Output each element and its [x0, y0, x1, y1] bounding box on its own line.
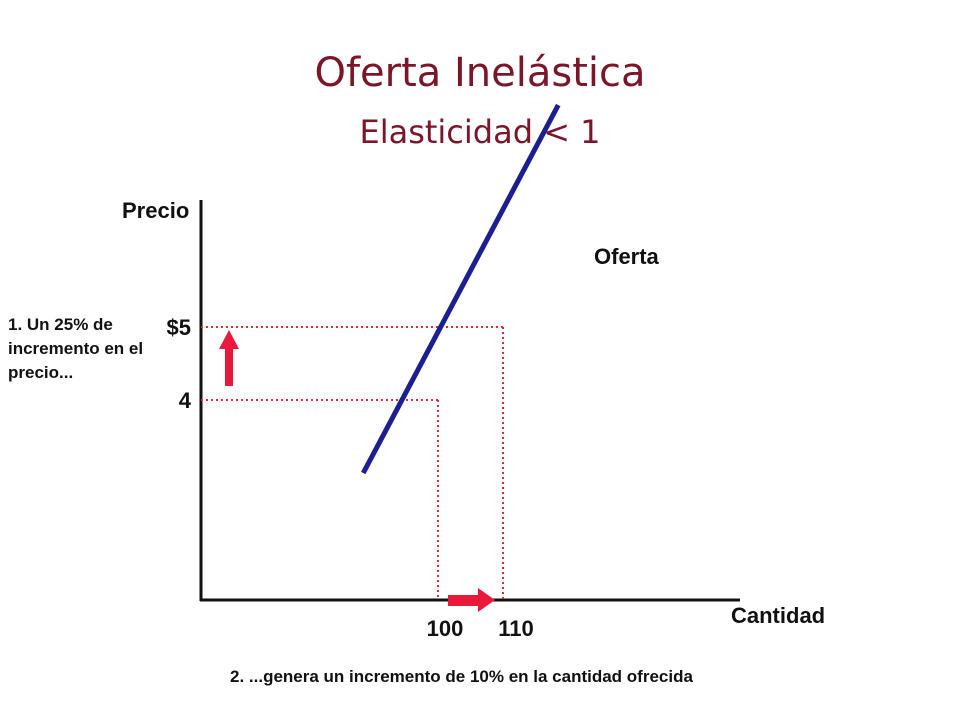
- series-label-oferta: Oferta: [594, 244, 659, 269]
- annotation-quantity-increase: 2. ...genera un incremento de 10% en la …: [230, 667, 693, 686]
- x-axis-label: Cantidad: [731, 603, 826, 628]
- y-tick-label-1: $5: [167, 315, 191, 340]
- price-arrow-shaft: [225, 348, 233, 386]
- x-tick-label-1: 110: [498, 616, 534, 641]
- y-axis-label: Precio: [122, 198, 190, 223]
- y-tick-label-0: 4: [179, 388, 192, 413]
- chart-subtitle: Elasticidad < 1: [359, 113, 601, 151]
- x-tick-label-0: 100: [427, 616, 464, 641]
- supply-curve-line: [361, 103, 561, 475]
- quantity-arrow-head: [478, 588, 495, 612]
- annotation-price-increase: 1. Un 25% de incremento en el precio...: [8, 315, 144, 382]
- price-arrow-head: [219, 330, 239, 349]
- quantity-arrow-shaft: [448, 595, 479, 606]
- chart-title: Oferta Inelástica: [314, 50, 646, 96]
